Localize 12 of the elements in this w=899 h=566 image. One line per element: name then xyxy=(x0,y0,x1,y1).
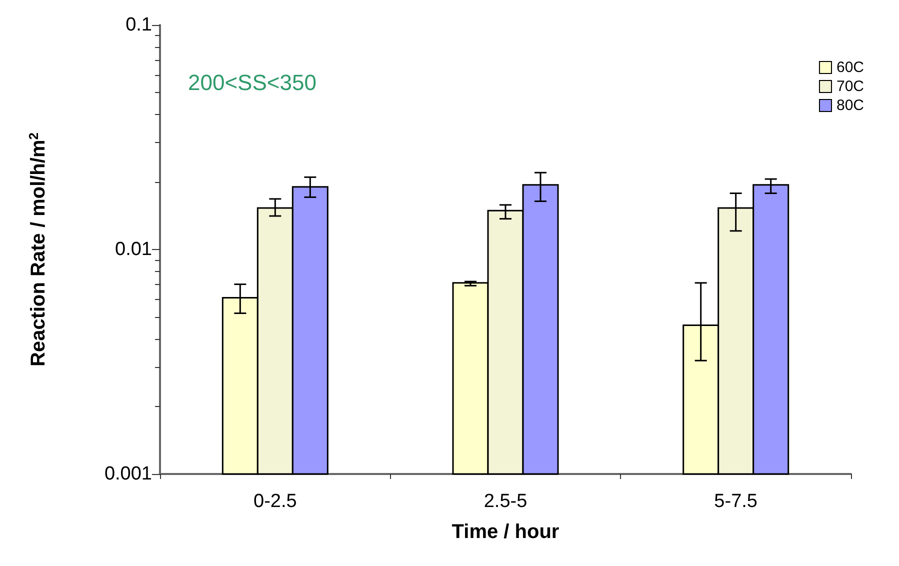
y-tick-label: 0.001 xyxy=(104,464,152,484)
x-tick-label: 2.5-5 xyxy=(484,491,528,512)
legend-label: 80C xyxy=(836,97,864,114)
x-axis-title: Time / hour xyxy=(452,521,560,543)
y-axis-title: Reaction Rate / mol/h/m2 xyxy=(26,132,50,366)
legend-label: 70C xyxy=(836,78,864,95)
x-tick-label: 0-2.5 xyxy=(254,491,297,512)
annotation: 200<SS<350 xyxy=(188,70,316,96)
legend-label: 60C xyxy=(836,59,864,76)
y-tick-label: 0.01 xyxy=(115,239,152,260)
x-tick-label: 5-7.5 xyxy=(714,491,758,512)
y-tick-label: 0.1 xyxy=(126,14,152,36)
